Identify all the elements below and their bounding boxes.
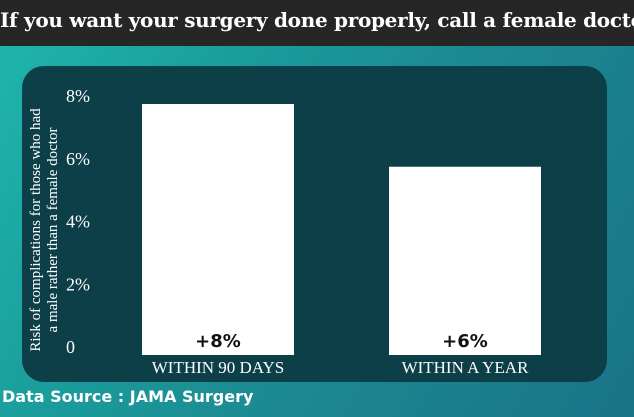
y-axis-label-line: Risk of complications for those who had [28, 108, 44, 352]
x-axis-labels: WITHIN 90 DAYS WITHIN A YEAR [152, 358, 529, 377]
bar-data-label: +6% [442, 331, 488, 352]
bar [142, 104, 294, 355]
x-tick-label: WITHIN A YEAR [402, 358, 530, 377]
y-tick-label: 4% [66, 212, 90, 232]
data-source: Data Source : JAMA Surgery [2, 387, 254, 406]
title-bar: If you want your surgery done properly, … [0, 0, 634, 46]
y-axis-label-line: a male rather than a female doctor [45, 128, 61, 333]
y-axis-label: Risk of complications for those who had a… [28, 108, 61, 352]
y-tick-label: 6% [66, 149, 90, 169]
y-tick-label: 0 [66, 337, 75, 357]
bar [389, 166, 541, 355]
bars: +8% +6% [142, 104, 541, 355]
y-axis-ticks: 0 2% 4% 6% 8% [66, 86, 90, 357]
bar-data-label: +8% [195, 331, 241, 352]
chart-title: If you want your surgery done properly, … [0, 8, 634, 32]
x-tick-label: WITHIN 90 DAYS [152, 358, 285, 377]
y-tick-label: 2% [66, 274, 90, 294]
y-tick-label: 8% [66, 86, 90, 106]
